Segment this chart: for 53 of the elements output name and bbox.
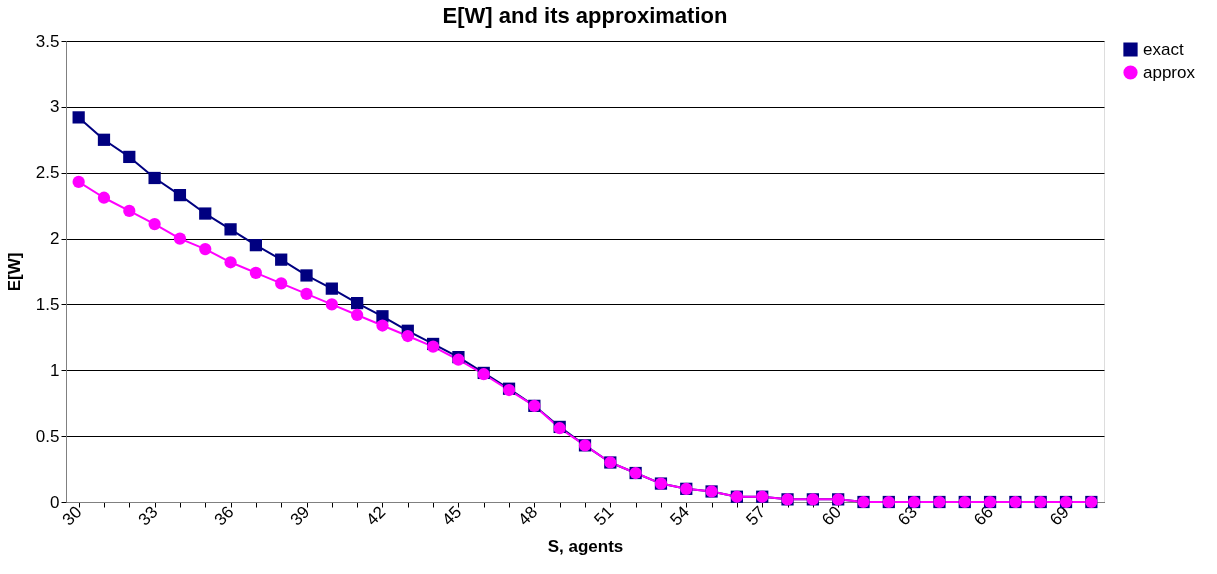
x-tick-label: 48	[514, 502, 542, 530]
y-tick-label: 3	[50, 97, 60, 117]
y-tick-label: 1.5	[35, 294, 60, 314]
x-tick-label: 66	[970, 502, 997, 530]
point	[249, 266, 262, 279]
point	[249, 239, 262, 252]
x-tick-label: 30	[58, 502, 86, 530]
point	[72, 175, 85, 189]
point	[275, 253, 288, 266]
y-tick-label: 3.5	[35, 31, 60, 51]
point	[148, 217, 161, 231]
point	[123, 150, 136, 164]
point	[275, 277, 288, 290]
point	[224, 256, 237, 269]
y-tick-label: 2.5	[35, 163, 60, 183]
x-tick-label: 63	[894, 502, 921, 530]
legend-label: exact	[1143, 39, 1184, 59]
point	[325, 298, 338, 311]
point	[401, 329, 414, 343]
point	[300, 287, 313, 300]
x-axis-title: S, agents	[547, 536, 624, 556]
point	[199, 243, 212, 256]
point	[376, 319, 389, 332]
point	[97, 133, 111, 146]
x-tick-label: 42	[362, 502, 390, 530]
point	[351, 308, 364, 322]
point	[351, 296, 364, 310]
x-tick-label: 54	[666, 502, 694, 530]
point	[72, 111, 85, 124]
y-tick-label: 1	[50, 360, 60, 380]
legend-label: approx	[1143, 62, 1196, 82]
point	[224, 223, 237, 236]
point	[300, 269, 313, 282]
y-tick-label: 0	[50, 492, 60, 512]
x-tick-label: 69	[1046, 502, 1073, 530]
point	[123, 204, 136, 218]
x-tick-label: 51	[590, 502, 618, 530]
point	[97, 191, 111, 204]
x-tick-label: 33	[134, 502, 162, 530]
point	[148, 171, 161, 185]
chart-title: E[W] and its approximation	[442, 3, 728, 28]
x-tick-label: 57	[742, 502, 770, 530]
y-tick-label: 0.5	[35, 426, 60, 446]
x-tick-label: 60	[818, 502, 846, 530]
point	[325, 282, 338, 295]
y-axis-title: E[W]	[4, 252, 24, 292]
x-tick-label: 45	[438, 502, 466, 530]
x-tick-label: 39	[286, 502, 314, 530]
point	[173, 232, 187, 245]
x-tick-label: 36	[210, 502, 238, 530]
point	[199, 207, 212, 220]
point	[173, 188, 187, 202]
y-tick-label: 2	[50, 229, 60, 249]
